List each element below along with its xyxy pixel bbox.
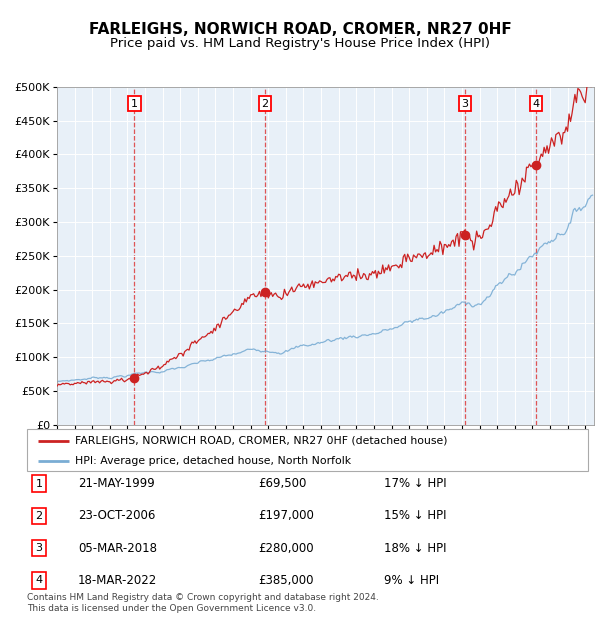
Text: 21-MAY-1999: 21-MAY-1999 (78, 477, 155, 490)
Text: £385,000: £385,000 (258, 574, 314, 587)
Text: 18% ↓ HPI: 18% ↓ HPI (384, 542, 446, 554)
Text: £197,000: £197,000 (258, 510, 314, 522)
Text: HPI: Average price, detached house, North Norfolk: HPI: Average price, detached house, Nort… (74, 456, 351, 466)
Text: 18-MAR-2022: 18-MAR-2022 (78, 574, 157, 587)
Text: 3: 3 (35, 543, 43, 553)
Text: Contains HM Land Registry data © Crown copyright and database right 2024.
This d: Contains HM Land Registry data © Crown c… (27, 593, 379, 613)
Text: 1: 1 (35, 479, 43, 489)
Text: 3: 3 (461, 99, 469, 108)
Text: 2: 2 (35, 511, 43, 521)
FancyBboxPatch shape (27, 429, 588, 471)
Text: 15% ↓ HPI: 15% ↓ HPI (384, 510, 446, 522)
Text: 4: 4 (533, 99, 539, 108)
Text: 05-MAR-2018: 05-MAR-2018 (78, 542, 157, 554)
Text: 9% ↓ HPI: 9% ↓ HPI (384, 574, 439, 587)
Text: 23-OCT-2006: 23-OCT-2006 (78, 510, 155, 522)
Text: FARLEIGHS, NORWICH ROAD, CROMER, NR27 0HF: FARLEIGHS, NORWICH ROAD, CROMER, NR27 0H… (89, 22, 511, 37)
Text: £69,500: £69,500 (258, 477, 307, 490)
Text: £280,000: £280,000 (258, 542, 314, 554)
Text: 1: 1 (131, 99, 138, 108)
Text: Price paid vs. HM Land Registry's House Price Index (HPI): Price paid vs. HM Land Registry's House … (110, 37, 490, 50)
Text: 2: 2 (262, 99, 269, 108)
Text: 17% ↓ HPI: 17% ↓ HPI (384, 477, 446, 490)
Text: FARLEIGHS, NORWICH ROAD, CROMER, NR27 0HF (detached house): FARLEIGHS, NORWICH ROAD, CROMER, NR27 0H… (74, 436, 447, 446)
Text: 4: 4 (35, 575, 43, 585)
